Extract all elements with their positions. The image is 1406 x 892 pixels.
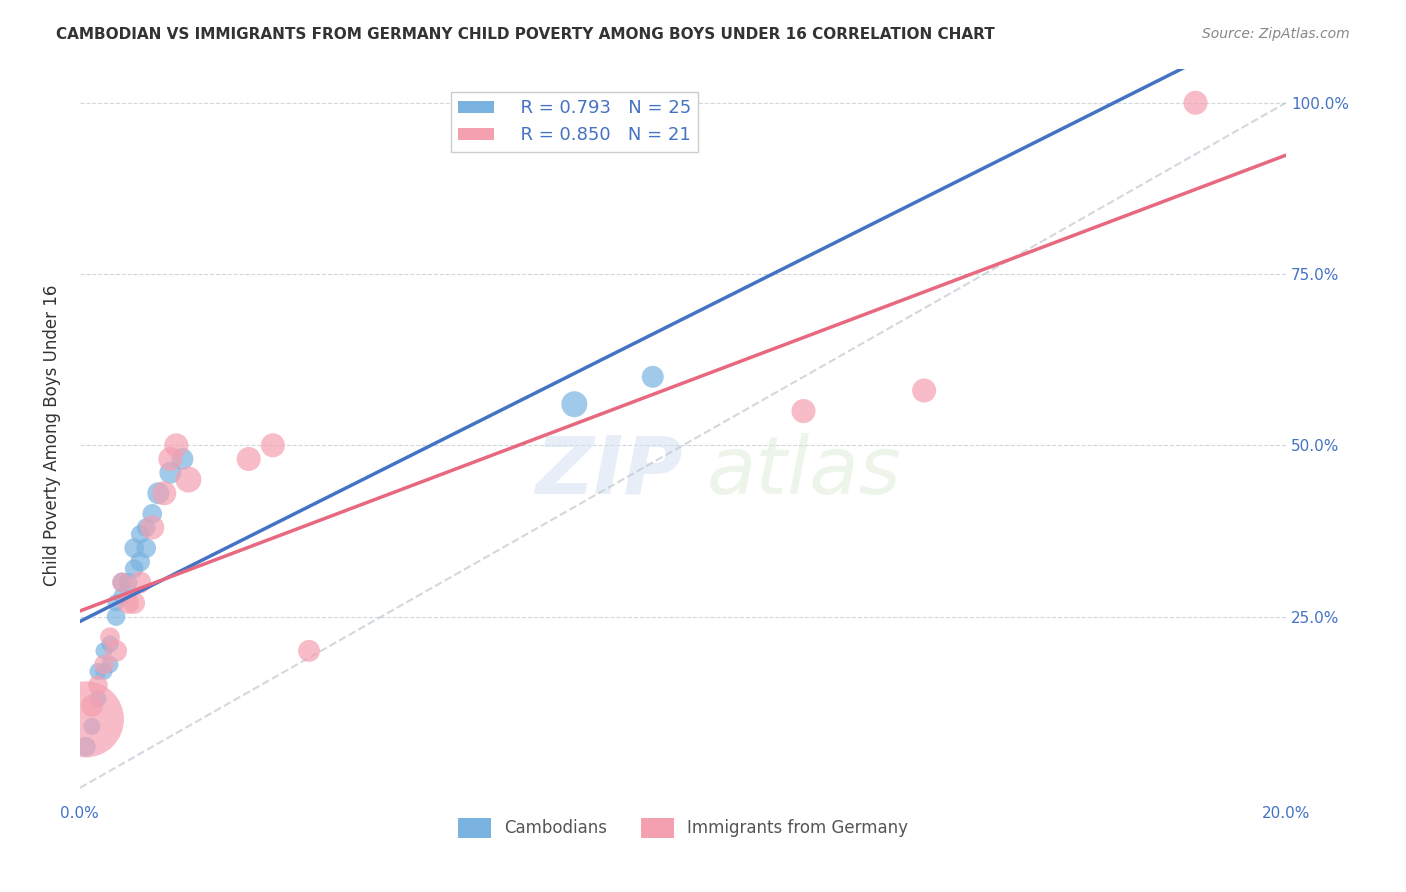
Point (792, 404, 814, 418)
Point (80, 698, 103, 713)
Point (159, 452, 181, 467)
Point (87, 665, 110, 679)
Point (122, 596, 145, 610)
Text: Source: ZipAtlas.com: Source: ZipAtlas.com (1202, 27, 1350, 41)
Point (172, 452, 194, 467)
Point (129, 575, 152, 590)
Point (75, 739, 97, 754)
Point (117, 575, 139, 590)
Point (153, 486, 176, 500)
Point (93, 657, 115, 672)
Point (135, 541, 157, 555)
Point (111, 575, 134, 590)
Point (122, 561, 145, 575)
Point (159, 466, 181, 480)
Point (87, 678, 110, 692)
Point (298, 644, 321, 658)
Point (141, 507, 163, 521)
Point (1184, 95, 1206, 110)
Text: atlas: atlas (707, 433, 901, 511)
Point (129, 527, 152, 541)
Point (238, 452, 260, 467)
Point (98, 637, 121, 651)
Point (564, 397, 586, 411)
Point (641, 369, 664, 384)
Point (87, 691, 110, 706)
Point (93, 665, 115, 679)
Point (135, 520, 157, 534)
Legend: Cambodians, Immigrants from Germany: Cambodians, Immigrants from Germany (451, 811, 915, 845)
Point (75, 712, 97, 726)
Point (177, 473, 200, 487)
Point (105, 644, 128, 658)
Text: CAMBODIAN VS IMMIGRANTS FROM GERMANY CHILD POVERTY AMONG BOYS UNDER 16 CORRELATI: CAMBODIAN VS IMMIGRANTS FROM GERMANY CHI… (56, 27, 995, 42)
Point (148, 486, 170, 500)
Point (105, 596, 128, 610)
Point (98, 630, 121, 644)
Point (93, 644, 115, 658)
Point (117, 596, 139, 610)
Point (122, 541, 145, 555)
Point (111, 575, 134, 590)
Point (98, 657, 121, 672)
Point (129, 555, 152, 569)
Point (80, 719, 103, 733)
Text: ZIP: ZIP (536, 433, 683, 511)
Point (105, 609, 128, 624)
Point (912, 384, 935, 398)
Point (141, 520, 163, 534)
Point (262, 438, 284, 452)
Y-axis label: Child Poverty Among Boys Under 16: Child Poverty Among Boys Under 16 (44, 285, 60, 586)
Point (111, 589, 134, 603)
Point (165, 438, 187, 452)
